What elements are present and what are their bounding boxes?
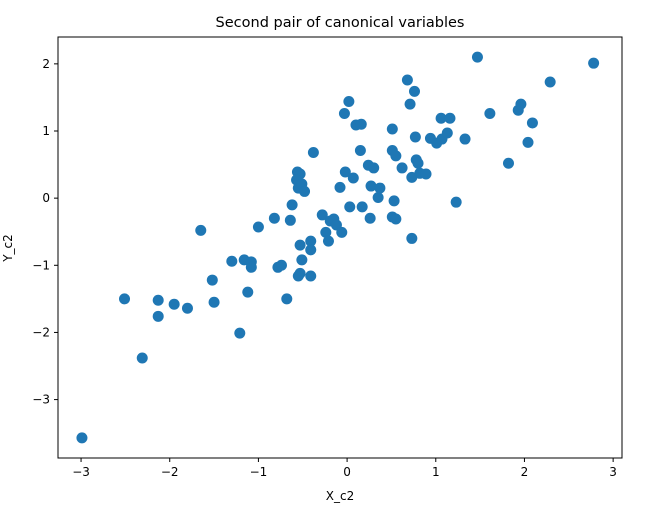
data-point [275,259,287,271]
data-point [420,168,432,180]
data-point [305,270,317,282]
y-tick-label: 0 [42,191,50,205]
x-axis-label: X_c2 [326,489,354,503]
data-point [338,108,350,120]
y-axis-ticks: −3 −2 −1 0 1 2 [32,57,58,407]
points-layer [76,51,600,444]
data-point [206,274,218,286]
data-point [406,232,418,244]
data-point [320,226,332,238]
data-point [588,57,600,69]
data-point [152,310,164,322]
data-point [152,294,164,306]
data-point [401,74,413,86]
y-tick-label: 1 [42,124,50,138]
data-point [502,157,514,169]
data-point [347,172,359,184]
data-point [522,136,534,148]
x-tick-label: −1 [250,465,268,479]
data-point [365,180,377,192]
data-point [136,352,148,364]
x-tick-label: 2 [521,465,529,479]
data-point [409,131,421,143]
chart-title: Second pair of canonical variables [216,15,465,31]
data-point [450,196,462,208]
data-point [459,133,471,145]
data-point [299,185,311,197]
data-point [386,123,398,135]
data-point [286,199,298,211]
data-point [355,118,367,130]
data-point [404,98,416,110]
data-point [408,85,420,97]
data-point [368,162,380,174]
data-point [296,254,308,266]
plot-frame [57,36,623,459]
data-point [515,98,527,110]
data-point [292,270,304,282]
data-point [181,302,193,314]
x-tick-label: −2 [161,465,179,479]
data-point [372,191,384,203]
data-point [234,327,246,339]
data-point [119,293,131,305]
data-point [316,209,328,221]
data-point [336,226,348,238]
data-point [410,154,422,166]
y-tick-label: −3 [32,393,50,407]
data-point [356,201,368,213]
x-tick-label: 3 [609,465,617,479]
data-point [354,144,366,156]
data-point [339,166,351,178]
data-point [281,293,293,305]
data-point [441,127,453,139]
x-tick-label: −3 [72,465,90,479]
data-point [252,221,264,233]
data-point [435,112,447,124]
data-point [245,261,257,273]
data-point [364,212,376,224]
data-point [471,51,483,63]
data-point [334,181,346,193]
data-point [168,298,180,310]
data-point [544,76,556,88]
y-tick-label: 2 [42,57,50,71]
data-point [444,112,456,124]
data-point [526,117,538,129]
data-point [344,201,356,213]
data-point [305,244,317,256]
y-axis-label: Y_c2 [1,234,15,263]
data-point [284,214,296,226]
data-point [242,286,254,298]
x-axis-ticks: −3 −2 −1 0 1 2 3 [72,458,617,479]
data-point [305,235,317,247]
data-point [294,239,306,251]
data-point [195,224,207,236]
data-point [208,296,220,308]
data-point [226,255,238,267]
data-point [374,182,386,194]
data-point [396,162,408,174]
x-tick-label: 1 [432,465,440,479]
data-point [343,95,355,107]
data-point [390,150,402,162]
data-point [76,432,88,444]
data-point [307,146,319,158]
x-tick-label: 0 [343,465,351,479]
data-point [322,235,334,247]
y-tick-label: −1 [32,258,50,272]
data-point [484,108,496,120]
data-point [268,212,280,224]
data-point [388,195,400,207]
y-tick-label: −2 [32,325,50,339]
data-point [390,213,402,225]
